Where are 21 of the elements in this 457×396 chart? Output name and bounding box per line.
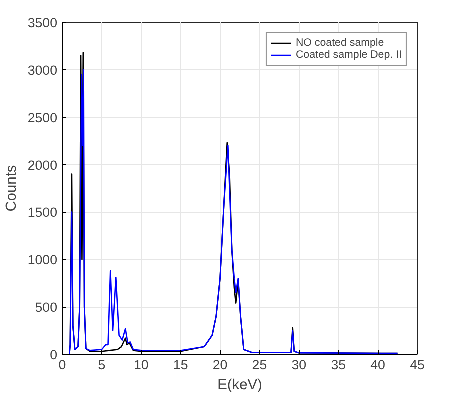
x-tick-label: 25 (252, 358, 268, 372)
y-axis-title: Counts (4, 165, 20, 212)
x-tick-label: 35 (331, 358, 346, 372)
x-axis-title: E(keV) (218, 378, 262, 394)
y-tick-label: 3000 (28, 62, 58, 78)
y-tick-label: 2000 (28, 158, 58, 173)
y-tick-label: 2500 (28, 110, 58, 126)
y-tick-label: 3500 (28, 16, 58, 30)
legend-label: Coated sample Dep. II (296, 49, 402, 61)
x-tick-label: 5 (98, 358, 106, 372)
x-tick-label: 20 (212, 358, 228, 372)
y-tick-label: 500 (35, 300, 58, 316)
x-tick-label: 40 (370, 358, 386, 372)
legend-label: NO coated sample (296, 37, 384, 49)
y-tick-label: 0 (50, 348, 58, 362)
y-tick-label: 1500 (28, 205, 58, 220)
y-tick-label: 1000 (28, 252, 58, 268)
x-tick-label: 15 (173, 358, 188, 372)
x-tick-label: 30 (292, 358, 307, 372)
x-tick-label: 10 (134, 358, 149, 372)
x-tick-label: 45 (410, 358, 425, 372)
